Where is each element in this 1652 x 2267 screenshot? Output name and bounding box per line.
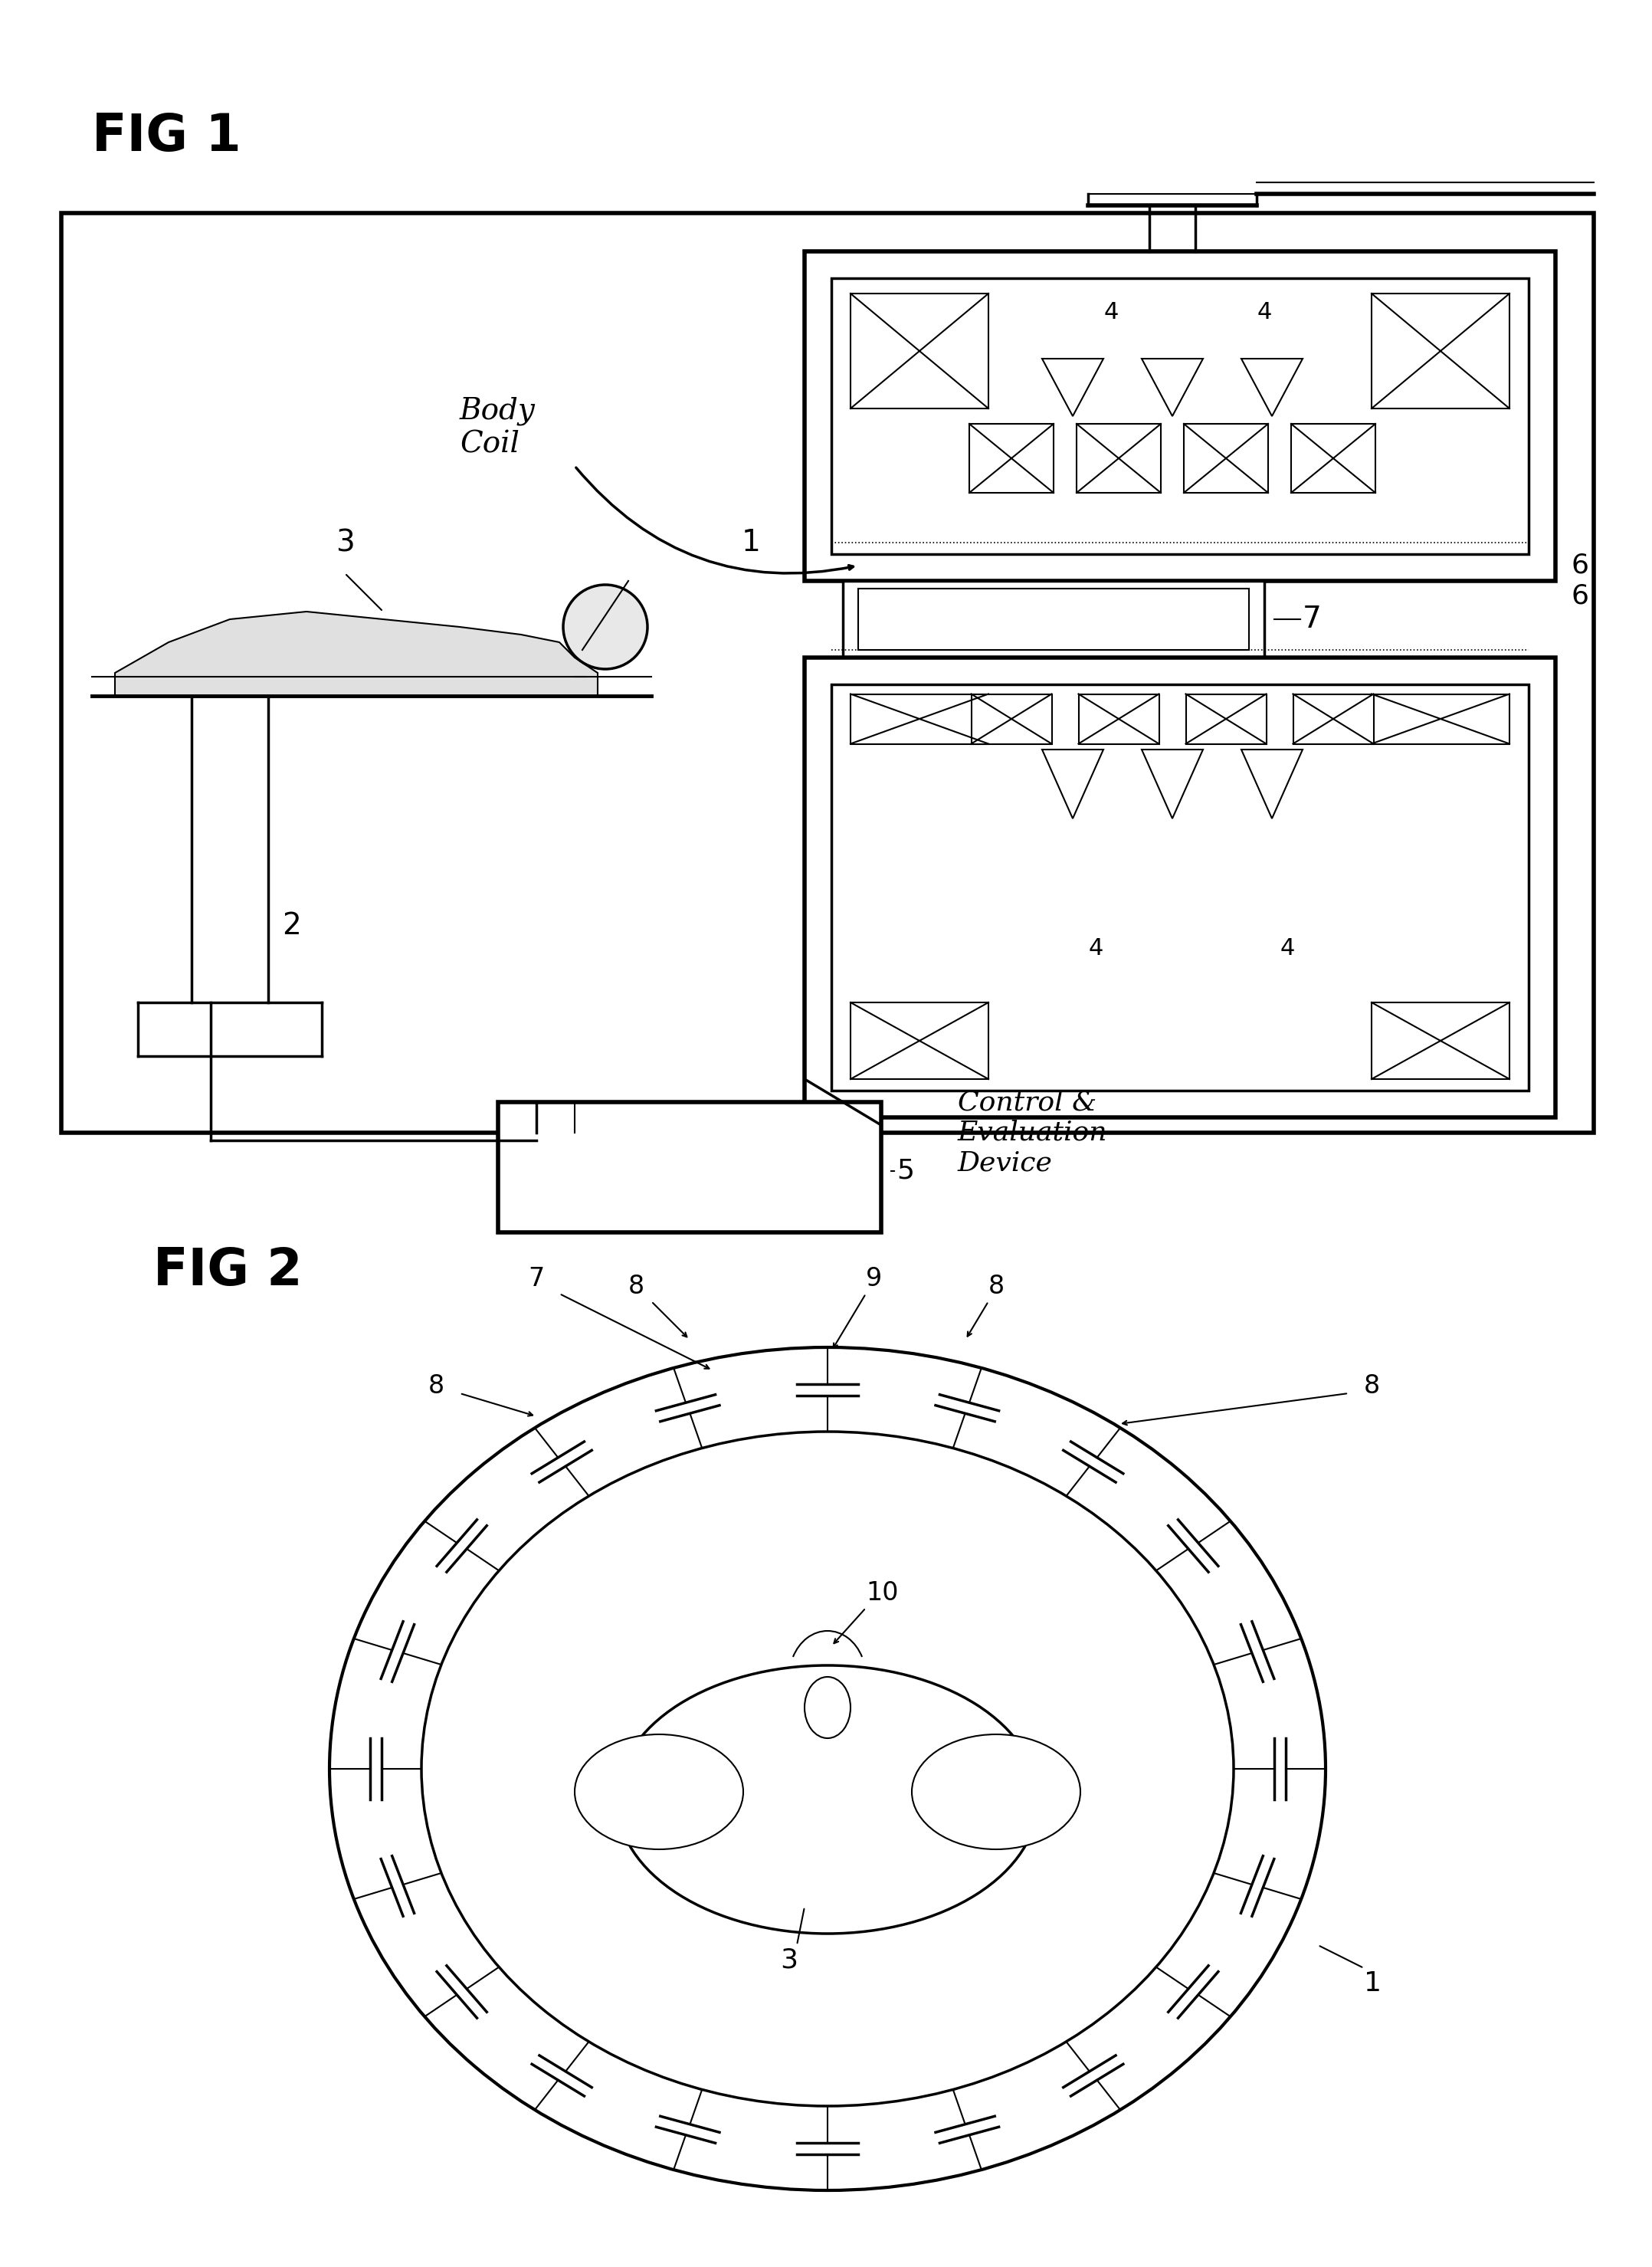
Bar [1371, 1002, 1510, 1079]
Text: 7: 7 [1302, 605, 1322, 635]
Polygon shape [1241, 750, 1302, 818]
Ellipse shape [575, 1734, 743, 1850]
Bar [1371, 694, 1510, 744]
Ellipse shape [616, 1666, 1037, 1934]
Ellipse shape [329, 1347, 1325, 2190]
Text: 5: 5 [897, 1158, 914, 1183]
Text: FIG 1: FIG 1 [93, 111, 241, 161]
Bar [831, 279, 1528, 553]
Text: 4: 4 [1257, 302, 1272, 324]
Text: 4: 4 [1089, 939, 1104, 959]
Bar [971, 694, 1052, 744]
Bar [851, 1002, 988, 1079]
Bar [1184, 424, 1269, 492]
Text: 7: 7 [529, 1265, 545, 1290]
Circle shape [563, 585, 648, 669]
Text: 8: 8 [428, 1374, 444, 1399]
Bar [1294, 694, 1373, 744]
Bar [1292, 424, 1376, 492]
Bar [843, 580, 1264, 657]
Ellipse shape [421, 1433, 1234, 2106]
Text: 4: 4 [1280, 939, 1295, 959]
Ellipse shape [805, 1678, 851, 1739]
Polygon shape [1042, 750, 1104, 818]
Bar [805, 252, 1556, 580]
Text: 6: 6 [1571, 553, 1589, 578]
Text: 10: 10 [866, 1580, 899, 1605]
Bar [851, 694, 988, 744]
Text: 3: 3 [780, 1947, 798, 1975]
Text: 4: 4 [1104, 302, 1118, 324]
Bar [1186, 694, 1265, 744]
Text: 8: 8 [988, 1274, 1004, 1299]
Bar [61, 213, 1594, 1134]
Text: 1: 1 [742, 528, 760, 558]
Polygon shape [1042, 358, 1104, 417]
Ellipse shape [912, 1734, 1080, 1850]
Text: 3: 3 [335, 528, 354, 558]
Text: 8: 8 [628, 1274, 644, 1299]
Polygon shape [116, 612, 598, 696]
Text: 2: 2 [282, 911, 301, 941]
Polygon shape [1142, 358, 1203, 417]
Text: 8: 8 [1365, 1374, 1379, 1399]
Bar [857, 589, 1249, 651]
Text: Body
Coil: Body Coil [459, 397, 535, 458]
Bar [970, 424, 1054, 492]
Text: 1: 1 [1365, 1970, 1381, 1997]
Text: 9: 9 [866, 1265, 882, 1290]
Bar [1079, 694, 1160, 744]
Text: FIG 2: FIG 2 [154, 1245, 302, 1297]
Text: Control &
Evaluation
Device: Control & Evaluation Device [958, 1090, 1107, 1177]
Bar [1371, 292, 1510, 408]
Text: 6: 6 [1571, 583, 1589, 610]
Bar [831, 685, 1528, 1090]
Bar [1077, 424, 1161, 492]
Bar [851, 292, 988, 408]
Bar [497, 1102, 881, 1233]
Bar [805, 657, 1556, 1118]
Polygon shape [1241, 358, 1302, 417]
Polygon shape [1142, 750, 1203, 818]
